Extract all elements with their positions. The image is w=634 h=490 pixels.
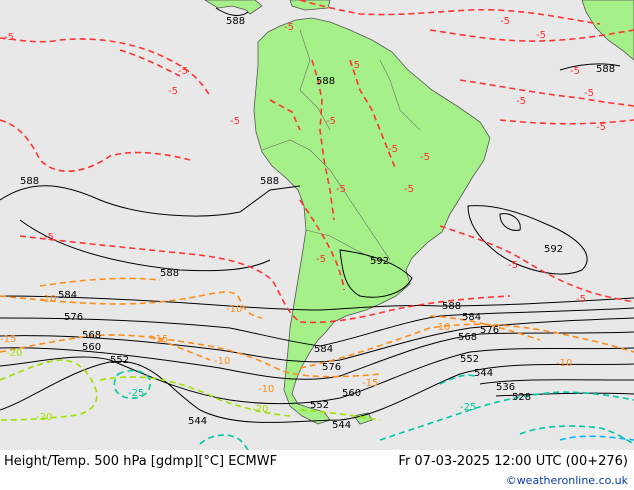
height-label: 560: [82, 342, 101, 353]
temp-contours-minus30: [559, 435, 634, 441]
height-label: 588: [160, 268, 179, 279]
temp-label: -5: [584, 88, 594, 99]
temp-label: -5: [388, 144, 398, 155]
temp-label: -5: [178, 66, 188, 77]
temp-label: -5: [168, 86, 178, 97]
height-label: 584: [462, 312, 481, 323]
height-label: 588: [316, 76, 335, 87]
height-label: 584: [314, 344, 333, 355]
temp-label: -5: [4, 32, 14, 43]
temp-label: -20: [6, 348, 22, 359]
temp-contours-minus25: [113, 369, 634, 450]
height-label: 528: [512, 392, 531, 403]
height-contours: [0, 7, 634, 423]
temp-label: -20: [36, 412, 52, 423]
temp-contours-minus10: [0, 277, 634, 369]
weather-map: 588 588 588 588 588 588 584 576 568 560 …: [0, 0, 634, 450]
height-label: 584: [58, 290, 77, 301]
height-label: 544: [332, 420, 351, 431]
height-label: 576: [480, 325, 499, 336]
land-falklands: [353, 412, 373, 425]
temp-label: -5: [420, 152, 430, 163]
map-footer: Height/Temp. 500 hPa [gdmp][°C] ECMWF Fr…: [0, 450, 634, 490]
temp-contours-minus20: [0, 359, 381, 421]
temp-label: -10: [40, 294, 56, 305]
temp-label: -5: [350, 60, 360, 71]
temp-label: -5: [500, 16, 510, 27]
temp-label: -20: [252, 404, 268, 415]
temp-label: -10: [556, 358, 572, 369]
height-label: 568: [458, 332, 477, 343]
height-label: 576: [322, 362, 341, 373]
temp-label: -10: [434, 322, 450, 333]
temp-label: -15: [0, 334, 16, 345]
height-label: 552: [460, 354, 479, 365]
temp-label: -5: [326, 116, 336, 127]
height-label-group: 588 588 588 588 588 588 584 576 568 560 …: [20, 16, 615, 431]
temp-label: -5: [230, 116, 240, 127]
temp-label: -5: [570, 66, 580, 77]
credit-link[interactable]: ©weatheronline.co.uk: [505, 474, 628, 487]
height-label: 592: [370, 256, 389, 267]
height-label: 536: [496, 382, 515, 393]
height-label: 568: [82, 330, 101, 341]
height-label: 592: [544, 244, 563, 255]
temp-label-group-cold: -10 -10 -10 -15 -15 -10 -10 -15 -10 -20 …: [0, 294, 572, 423]
height-label: 544: [188, 416, 207, 427]
height-label: 560: [342, 388, 361, 399]
height-label: 588: [260, 176, 279, 187]
temp-label: -10: [214, 356, 230, 367]
temp-label: -15: [152, 334, 168, 345]
land-caribbean-islands: [289, 0, 331, 11]
temp-label: -5: [336, 184, 346, 195]
height-label: 588: [20, 176, 39, 187]
height-label: 576: [64, 312, 83, 323]
temp-label: -25: [460, 402, 476, 413]
temp-label: -5: [516, 96, 526, 107]
country-borders: [261, 29, 421, 263]
temp-contours-minus5: [0, 0, 634, 324]
temp-label: -10: [226, 304, 242, 315]
temp-label: -5: [316, 254, 326, 265]
temp-label: -5: [44, 232, 54, 243]
temp-contours-minus15: [0, 334, 381, 378]
height-label: 588: [226, 16, 245, 27]
temp-label: -5: [536, 30, 546, 41]
map-title: Height/Temp. 500 hPa [gdmp][°C] ECMWF: [4, 454, 278, 469]
temp-label: -5: [284, 22, 294, 33]
temp-label: -5: [596, 122, 606, 133]
height-label: 552: [310, 400, 329, 411]
height-label: 552: [110, 355, 129, 366]
temp-label: -25: [128, 388, 144, 399]
valid-time: Fr 07-03-2025 12:00 UTC (00+276): [398, 454, 628, 469]
height-label: 588: [596, 64, 615, 75]
height-label: 544: [474, 368, 493, 379]
land-africa-corner: [581, 0, 634, 61]
temp-label-group-minus5: -5 -5 -5 -5 -5 -5 -5 -5 -5 -5 -5 -5 -5 -…: [4, 16, 606, 305]
temp-label: -5: [576, 294, 586, 305]
temp-label: -5: [508, 260, 518, 271]
temp-label: -15: [362, 378, 378, 389]
temp-label: -5: [404, 184, 414, 195]
height-label: 588: [442, 301, 461, 312]
temp-label: -10: [258, 384, 274, 395]
